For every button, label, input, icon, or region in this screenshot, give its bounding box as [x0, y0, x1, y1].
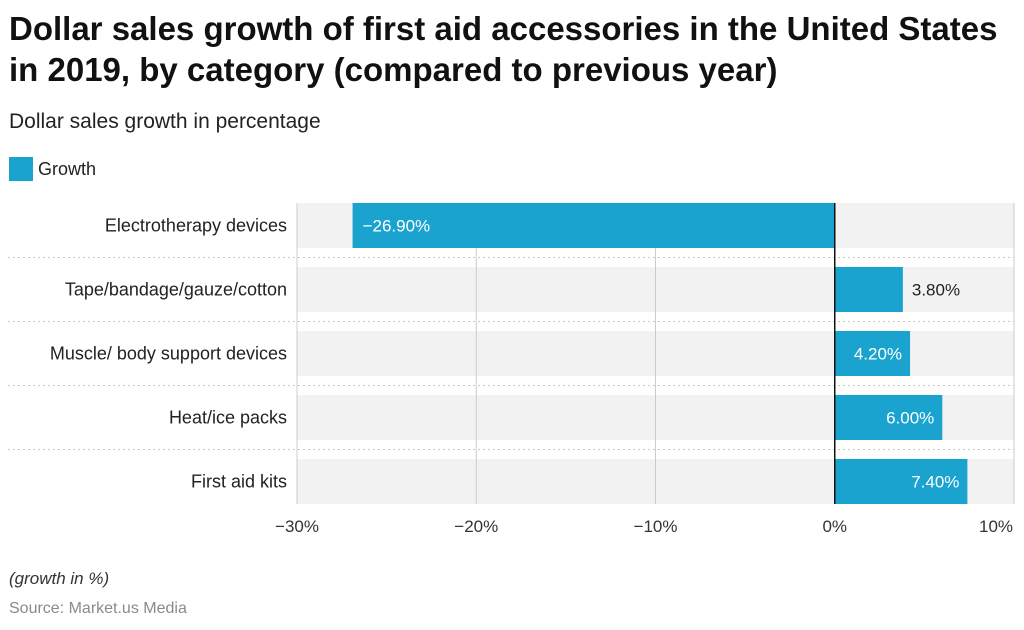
x-tick-label: 0% — [822, 517, 847, 536]
data-label: 6.00% — [886, 409, 934, 428]
category-label: First aid kits — [191, 472, 287, 492]
legend-swatch — [9, 157, 33, 181]
legend-label: Growth — [38, 158, 97, 179]
x-tick-label: 10% — [979, 517, 1013, 536]
footnote: (growth in %) — [9, 569, 110, 588]
bar — [834, 267, 903, 312]
category-label: Tape/bandage/gauze/cotton — [65, 280, 287, 300]
data-label: 7.40% — [911, 473, 959, 492]
x-tick-label: −20% — [454, 517, 498, 536]
bar — [834, 395, 943, 440]
category-label: Electrotherapy devices — [105, 216, 287, 236]
source-note: Source: Market.us Media — [9, 600, 187, 617]
chart-title: Dollar sales growth of first aid accesso… — [9, 10, 998, 88]
data-label: 3.80% — [912, 281, 960, 300]
bar-chart: Electrotherapy devices −26.90% Tape/bandag… — [8, 203, 1015, 536]
x-tick-label: −10% — [634, 517, 678, 536]
category-label: Muscle/ body support devices — [50, 344, 287, 364]
bar — [834, 331, 911, 376]
legend: Growth — [9, 157, 96, 181]
bar — [834, 459, 968, 504]
x-tick-label: −30% — [275, 517, 319, 536]
data-label: 4.20% — [854, 345, 902, 364]
data-label: −26.90% — [363, 217, 431, 236]
chart-subtitle: Dollar sales growth in percentage — [9, 110, 321, 133]
category-label: Heat/ice packs — [169, 408, 287, 428]
bar — [352, 203, 835, 248]
